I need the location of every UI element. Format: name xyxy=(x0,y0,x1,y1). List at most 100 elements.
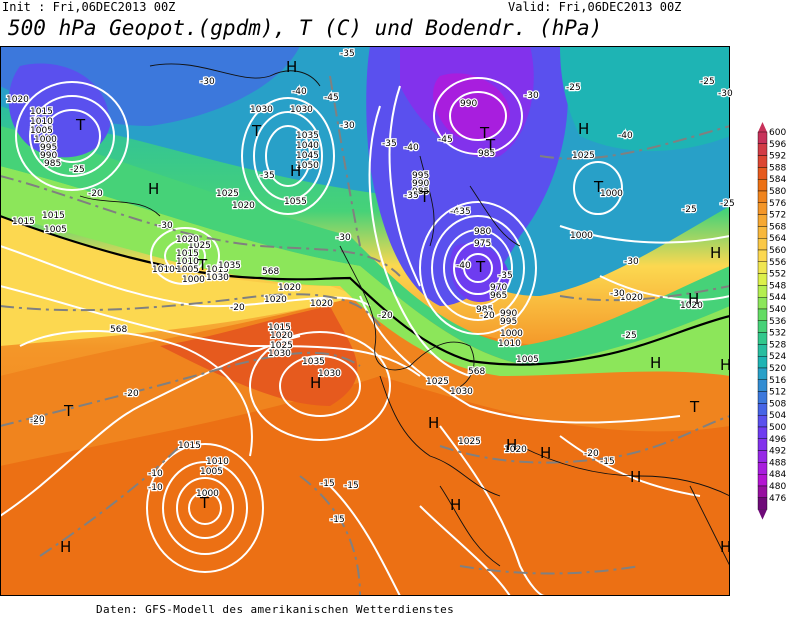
pressure-center-marker: H xyxy=(650,354,661,372)
colorbar-swatch xyxy=(757,167,768,180)
colorbar-swatch xyxy=(757,438,768,451)
colorbar-swatch xyxy=(757,249,768,263)
isobar-label: 1030 xyxy=(268,349,291,359)
colorbar-level-label: 504 xyxy=(769,411,786,421)
isobar-label: 1000 xyxy=(570,231,593,241)
isobar-label: 995 xyxy=(412,171,429,181)
isobar-label: 1035 xyxy=(296,131,319,141)
isobar-label: 1020 xyxy=(504,445,527,455)
colorbar-swatch xyxy=(757,308,768,322)
colorbar-swatch xyxy=(757,415,768,428)
colorbar-level-label: 556 xyxy=(769,258,786,268)
isobar-label: 1030 xyxy=(206,273,229,283)
isotherm-label: -35 xyxy=(260,171,275,181)
isotherm-label: -20 xyxy=(88,189,103,199)
colorbar-level-label: 588 xyxy=(769,163,786,173)
pressure-center-marker: H xyxy=(710,244,721,262)
pressure-center-marker: H xyxy=(60,538,71,556)
colorbar-level-label: 524 xyxy=(769,352,786,362)
isotherm-label: -20 xyxy=(230,303,245,313)
pressure-center-marker: H xyxy=(148,180,159,198)
pressure-center-marker: T xyxy=(251,122,262,140)
colorbar-level-label: 488 xyxy=(769,458,786,468)
isobar-label: 1020 xyxy=(310,299,333,309)
isotherm-label: -30 xyxy=(200,77,215,87)
pressure-center-marker: H xyxy=(286,58,297,76)
colorbar: 6005965925885845805765725685645605565525… xyxy=(757,122,786,520)
isobar-label: 1030 xyxy=(290,105,313,115)
isotherm-label: -40 xyxy=(404,143,419,153)
isobar-label: 1020 xyxy=(176,235,199,245)
isotherm-label: -20 xyxy=(30,417,45,427)
colorbar-level-label: 548 xyxy=(769,281,786,291)
isobar-label: 1020 xyxy=(6,95,29,105)
isotherm-label: -35 xyxy=(382,139,397,149)
colorbar-swatch xyxy=(757,131,768,145)
pressure-center-marker: H xyxy=(720,356,731,374)
colorbar-level-label: 596 xyxy=(769,140,786,150)
isobar-label: 965 xyxy=(490,291,507,301)
thickness-label: 568 xyxy=(262,267,279,277)
isobar-label: 1000 xyxy=(182,275,205,285)
pressure-center-marker: H xyxy=(310,374,321,392)
isotherm-label: -35 xyxy=(456,207,471,217)
isobar-label: 1050 xyxy=(296,161,319,171)
isotherm-label: -30 xyxy=(340,121,355,131)
colorbar-swatch xyxy=(757,474,768,487)
isotherm-label: -30 xyxy=(624,257,639,267)
map-title: 500 hPa Geopot.(gpdm), T (C) und Bodendr… xyxy=(8,16,603,40)
isotherm-label: -30 xyxy=(610,289,625,299)
pressure-center-marker: H xyxy=(428,414,439,432)
colorbar-swatch xyxy=(757,332,768,345)
isobar-label: 1015 xyxy=(30,107,53,117)
isotherm-label: -35 xyxy=(340,49,355,59)
isobar-label: 1000 xyxy=(34,135,57,145)
pressure-center-marker: H xyxy=(578,120,589,138)
colorbar-level-label: 536 xyxy=(769,317,786,327)
pressure-center-marker: T xyxy=(197,256,208,274)
colorbar-swatch xyxy=(757,426,768,440)
isobar-label: 1010 xyxy=(176,257,199,267)
colorbar-swatch xyxy=(757,143,768,156)
isobar-label: 985 xyxy=(476,305,493,315)
isobar-label: 1010 xyxy=(206,457,229,467)
colorbar-level-label: 564 xyxy=(769,234,786,244)
isotherm-label: -25 xyxy=(720,199,735,209)
colorbar-level-label: 600 xyxy=(769,128,786,138)
isobar-label: 1030 xyxy=(250,105,273,115)
colorbar-swatch xyxy=(757,485,768,499)
isotherm-label: -40 xyxy=(456,261,471,271)
isobar-label: 1000 xyxy=(600,189,623,199)
colorbar-level-label: 528 xyxy=(769,340,786,350)
colorbar-swatch xyxy=(757,226,768,239)
isobar-label: 995 xyxy=(40,143,57,153)
colorbar-level-label: 544 xyxy=(769,293,786,303)
isotherm-label: -15 xyxy=(344,481,359,491)
pressure-center-marker: H xyxy=(630,468,641,486)
colorbar-level-label: 572 xyxy=(769,211,786,221)
isotherm-label: -45 xyxy=(324,93,339,103)
colorbar-swatch xyxy=(757,237,768,251)
isotherm-label: -25 xyxy=(622,331,637,341)
pressure-center-marker: T xyxy=(419,188,430,206)
isobar-label: 1020 xyxy=(278,283,301,293)
isotherm-label: -30 xyxy=(718,89,733,99)
colorbar-swatch xyxy=(757,403,768,416)
colorbar-swatch xyxy=(757,462,768,475)
colorbar-swatch xyxy=(757,178,768,192)
isobar-label: 1015 xyxy=(176,249,199,259)
isobar-label: 1020 xyxy=(264,295,287,305)
colorbar-level-label: 580 xyxy=(769,187,786,197)
isotherm-label: -15 xyxy=(330,515,345,525)
isotherm-label: -25 xyxy=(70,165,85,175)
pressure-center-marker: H xyxy=(450,496,461,514)
isobar-label: 980 xyxy=(474,227,491,237)
isotherm-label: -20 xyxy=(30,415,45,425)
isotherm-label: -10 xyxy=(148,469,163,479)
thickness-label: 568 xyxy=(110,325,127,335)
colorbar-level-label: 520 xyxy=(769,364,786,374)
isobar-label: 1025 xyxy=(270,341,293,351)
isobar-label: 1025 xyxy=(188,241,211,251)
colorbar-level-label: 552 xyxy=(769,270,786,280)
isobar-label: 1015 xyxy=(206,265,229,275)
